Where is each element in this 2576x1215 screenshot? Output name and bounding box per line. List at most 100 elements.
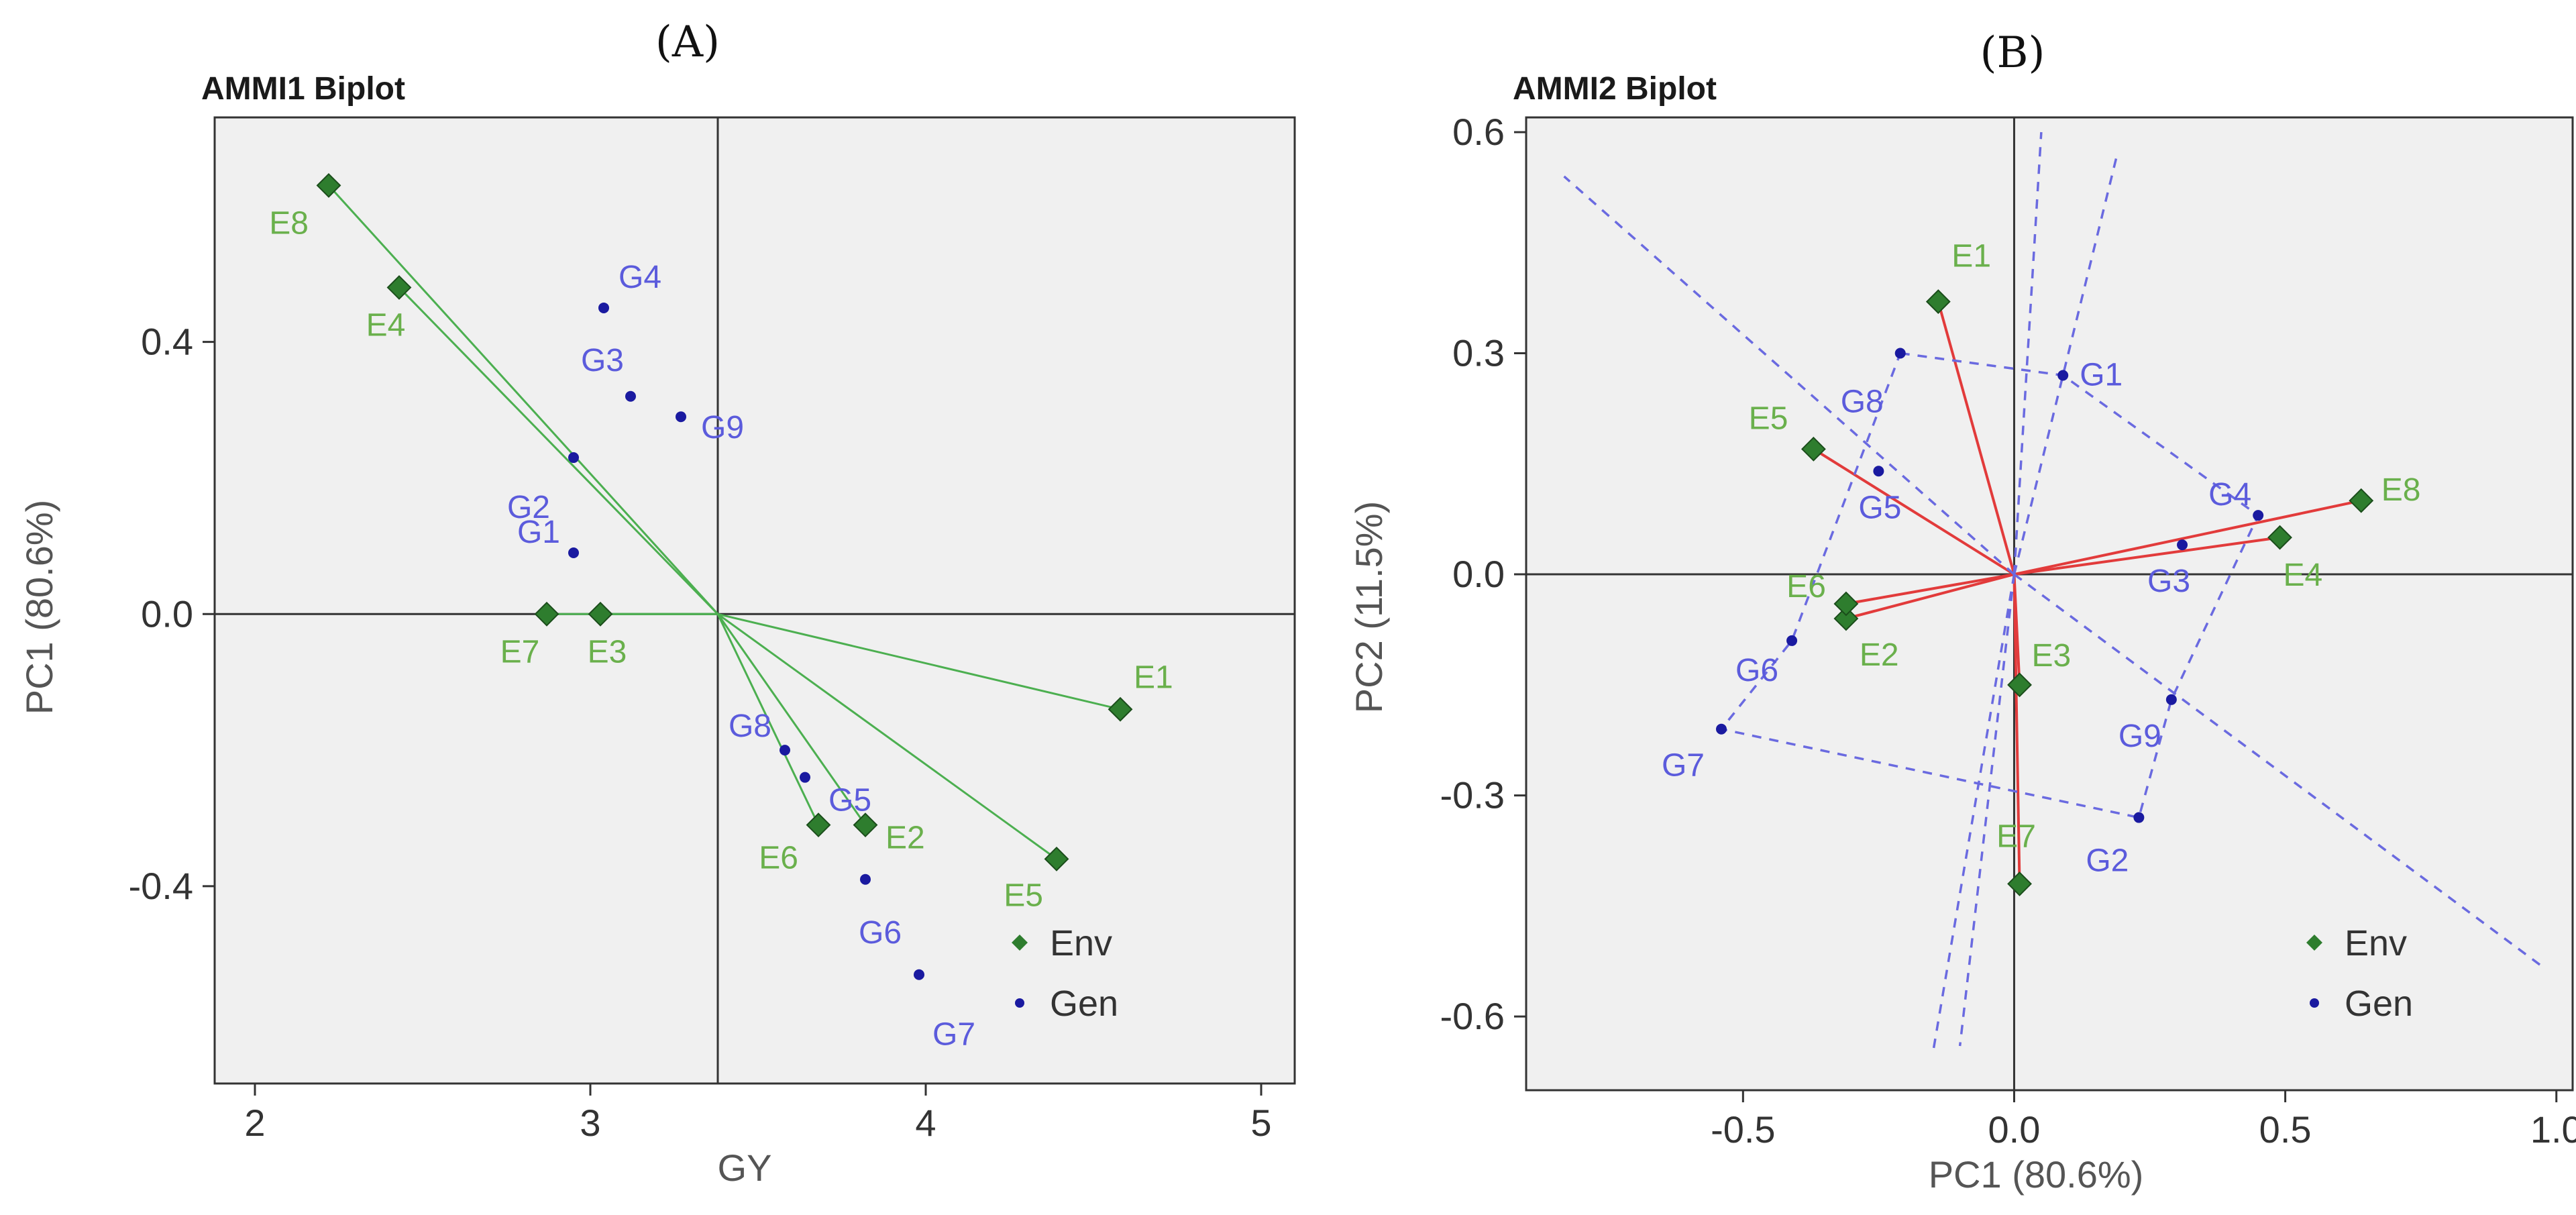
panel-a-label: (A) — [655, 17, 720, 67]
panel-b-title: AMMI2 Biplot — [1513, 71, 1717, 107]
a-gen-label-g2: G2 — [507, 490, 550, 525]
a-env-vector-e1 — [717, 613, 1121, 710]
b-y-tick-label: -0.3 — [1440, 774, 1505, 816]
b-gen-point-g5 — [1873, 466, 1884, 477]
b-env-vector-e5 — [1813, 447, 2015, 576]
b-env-point-e8 — [2349, 488, 2374, 513]
b-gen-label-g8: G8 — [1841, 384, 1884, 420]
b-env-label-e7: E7 — [1996, 818, 2036, 854]
b-gen-point-g7 — [1715, 723, 1727, 735]
b-x-tick-label: -0.5 — [1711, 1108, 1776, 1151]
b-gen-label-g3: G3 — [2147, 564, 2190, 599]
b-gen-point-g8 — [1894, 348, 1906, 359]
a-env-vector-e6 — [716, 613, 820, 826]
b-env-point-e7 — [2007, 871, 2032, 896]
b-y-tick-label: 0.6 — [1452, 111, 1505, 153]
a-gen-label-g4: G4 — [619, 260, 661, 295]
panel-b-ammi2-biplot: (B) AMMI2 Biplot E1 E2 E3 E4 E5 E6 E7 E8 G1 G2 G3 G… — [1348, 28, 2576, 1196]
a-gen-point-g3 — [625, 390, 636, 402]
b-gen-label-g4: G4 — [2208, 477, 2251, 513]
b-gen-point-g4 — [2253, 510, 2264, 521]
panel-b-label: (B) — [1980, 28, 2045, 78]
a-gen-label-g7: G7 — [932, 1017, 975, 1053]
b-env-label-e3: E3 — [2032, 638, 2072, 674]
panel-b-plot-area — [1525, 116, 2574, 1092]
b-x-tick-label: 0.0 — [1988, 1108, 2041, 1151]
b-env-point-e6 — [1833, 591, 1859, 617]
b-legend-env-symbol — [2306, 935, 2322, 951]
a-x-tick-label: 5 — [1250, 1102, 1271, 1144]
b-env-vector-e6 — [1845, 573, 2015, 605]
a-env-point-e6 — [806, 812, 831, 838]
b-env-point-e1 — [1925, 289, 1951, 315]
b-convex-hull — [1719, 352, 2260, 819]
b-env-label-e6: E6 — [1786, 569, 1826, 604]
b-gen-point-g2 — [2133, 812, 2145, 823]
b-legend-env-label: Env — [2345, 923, 2407, 963]
b-y-tick-label: -0.6 — [1440, 995, 1505, 1037]
b-gen-label-g1: G1 — [2080, 357, 2123, 392]
b-gen-label-g5: G5 — [1858, 490, 1901, 525]
a-env-vector-e5 — [717, 613, 1057, 860]
a-gen-label-g9: G9 — [701, 410, 744, 445]
a-gen-label-g1: G1 — [517, 515, 560, 550]
a-env-vector-e8 — [327, 184, 719, 615]
a-gen-point-g8 — [780, 745, 790, 756]
a-gen-label-g8: G8 — [729, 708, 771, 744]
b-sector-line-5 — [1958, 574, 2016, 1047]
b-env-point-e2 — [1833, 606, 1859, 631]
a-y-tick-label: 0.4 — [141, 321, 193, 363]
b-env-label-e4: E4 — [2284, 558, 2323, 593]
a-env-vector-e2 — [716, 613, 867, 826]
b-env-label-e1: E1 — [1951, 239, 1991, 274]
a-env-label-e1: E1 — [1134, 659, 1173, 695]
b-env-vector-e7 — [2012, 574, 2021, 884]
a-gen-point-g4 — [598, 302, 609, 313]
b-gen-label-g9: G9 — [2118, 719, 2161, 754]
a-gen-point-g5 — [800, 772, 810, 783]
b-x-tick-label: 0.5 — [2259, 1108, 2312, 1151]
a-y-tick-label: -0.4 — [129, 865, 194, 907]
a-env-label-e2: E2 — [885, 821, 925, 856]
a-gen-point-g1 — [568, 547, 579, 559]
b-gen-label-g7: G7 — [1662, 748, 1705, 784]
panel-b-x-axis-title: PC1 (80.6%) — [1929, 1153, 2144, 1196]
b-env-label-e8: E8 — [2381, 472, 2421, 508]
b-env-vector-e2 — [1845, 573, 2015, 620]
b-legend-gen-label: Gen — [2345, 984, 2413, 1024]
b-env-vector-e4 — [2014, 536, 2280, 576]
b-y-tick-label: 0.0 — [1452, 553, 1505, 595]
a-legend-env-symbol — [1012, 935, 1028, 951]
panel-a-x-axis-title: GY — [718, 1147, 772, 1189]
b-gen-point-g1 — [2057, 370, 2069, 381]
b-env-point-e4 — [2267, 525, 2292, 550]
b-env-vector-e1 — [1937, 301, 2016, 575]
b-gen-point-g9 — [2165, 694, 2177, 705]
b-sector-line-2 — [2013, 573, 2541, 966]
a-y-tick-label: 0.0 — [141, 592, 193, 635]
a-legend-env-label: Env — [1050, 923, 1112, 963]
b-env-point-e3 — [2007, 672, 2032, 698]
panel-b-y-axis-title: PC2 (11.5%) — [1348, 501, 1390, 713]
a-gen-point-g7 — [914, 969, 924, 980]
a-x-tick-label: 4 — [915, 1102, 936, 1144]
a-gen-point-g6 — [860, 874, 871, 885]
b-gen-label-g2: G2 — [2086, 843, 2129, 879]
a-env-point-e2 — [853, 812, 878, 838]
b-gen-point-g3 — [2177, 539, 2188, 551]
b-env-vector-e8 — [2014, 499, 2362, 576]
b-y-tick-label: 0.3 — [1452, 332, 1505, 374]
a-env-label-e3: E3 — [588, 634, 627, 670]
b-env-point-e5 — [1801, 436, 1826, 462]
b-gen-label-g6: G6 — [1735, 653, 1778, 688]
panel-a-title: AMMI1 Biplot — [201, 71, 405, 107]
b-legend-gen-symbol — [2310, 998, 2319, 1008]
a-x-tick-label: 3 — [580, 1102, 600, 1144]
b-sector-line-1 — [1563, 175, 2015, 576]
a-env-vector-e4 — [398, 286, 719, 615]
a-env-point-e7 — [534, 601, 559, 627]
b-x-tick-label: 1.0 — [2530, 1108, 2576, 1151]
b-gen-point-g6 — [1786, 635, 1798, 646]
